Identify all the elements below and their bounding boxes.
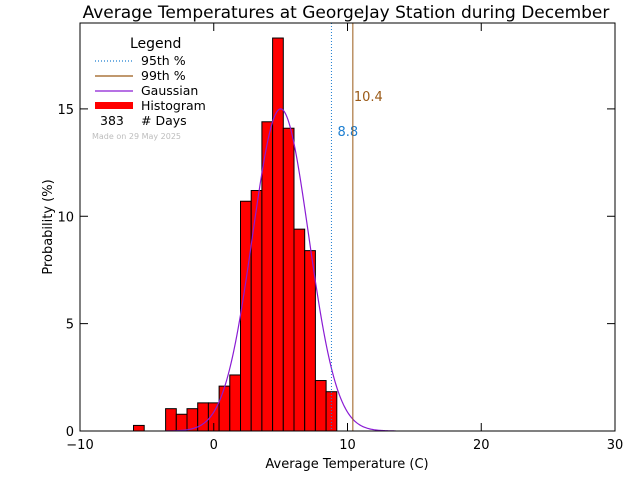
histogram-bar: [165, 408, 177, 432]
y-tick-label: 0: [66, 425, 74, 440]
legend-label-histogram: Histogram: [141, 98, 206, 113]
histogram-bar: [304, 250, 316, 432]
histogram-bar: [272, 37, 284, 432]
x-axis-ticks: −10 0 10 20 30: [66, 23, 623, 453]
percentile-label-95th: 8.8: [337, 125, 358, 140]
histogram-bar: [282, 127, 295, 432]
y-tick-label: 15: [57, 103, 74, 118]
histogram-bar: [250, 189, 263, 432]
gaussian-layer: [165, 108, 396, 432]
y-axis-label: Probability (%): [41, 179, 56, 274]
legend-label-95th: 95th %: [141, 53, 186, 68]
histogram-bar: [229, 374, 242, 432]
percentile-layer: 8.8 10.4: [330, 23, 383, 431]
legend-count-label: # Days: [141, 113, 187, 128]
x-tick-label: 20: [473, 438, 490, 453]
histogram-bar: [314, 380, 327, 432]
histogram-bar: [218, 385, 231, 432]
histogram-bar: [175, 413, 188, 432]
histogram-bar: [261, 121, 274, 432]
x-tick-label: 0: [210, 438, 218, 453]
made-on-note: Made on 29 May 2025: [92, 132, 181, 141]
histogram-bar: [133, 424, 145, 432]
legend-label-gaussian: Gaussian: [141, 83, 198, 98]
x-tick-label: 10: [339, 438, 356, 453]
y-tick-label: 5: [66, 318, 74, 333]
y-axis-ticks: 0 5 10 15: [57, 103, 615, 440]
chart-title: Average Temperatures at GeorgeJay Statio…: [83, 3, 610, 23]
y-tick-label: 10: [57, 210, 74, 225]
histogram-bars: [133, 37, 338, 432]
gaussian-curve: [165, 108, 396, 432]
histogram-bar: [293, 228, 306, 432]
x-tick-label: 30: [607, 438, 624, 453]
legend: Legend 95th % 99th % Gaussian Histogram …: [92, 36, 206, 141]
histogram-bar: [240, 200, 252, 432]
legend-swatch-histogram: [95, 102, 133, 109]
x-tick-label: −10: [66, 438, 93, 453]
legend-label-99th: 99th %: [141, 68, 186, 83]
percentile-label-99th: 10.4: [354, 90, 383, 105]
legend-count-value: 383: [100, 113, 124, 128]
x-axis-label: Average Temperature (C): [265, 457, 428, 472]
legend-title: Legend: [130, 36, 181, 52]
